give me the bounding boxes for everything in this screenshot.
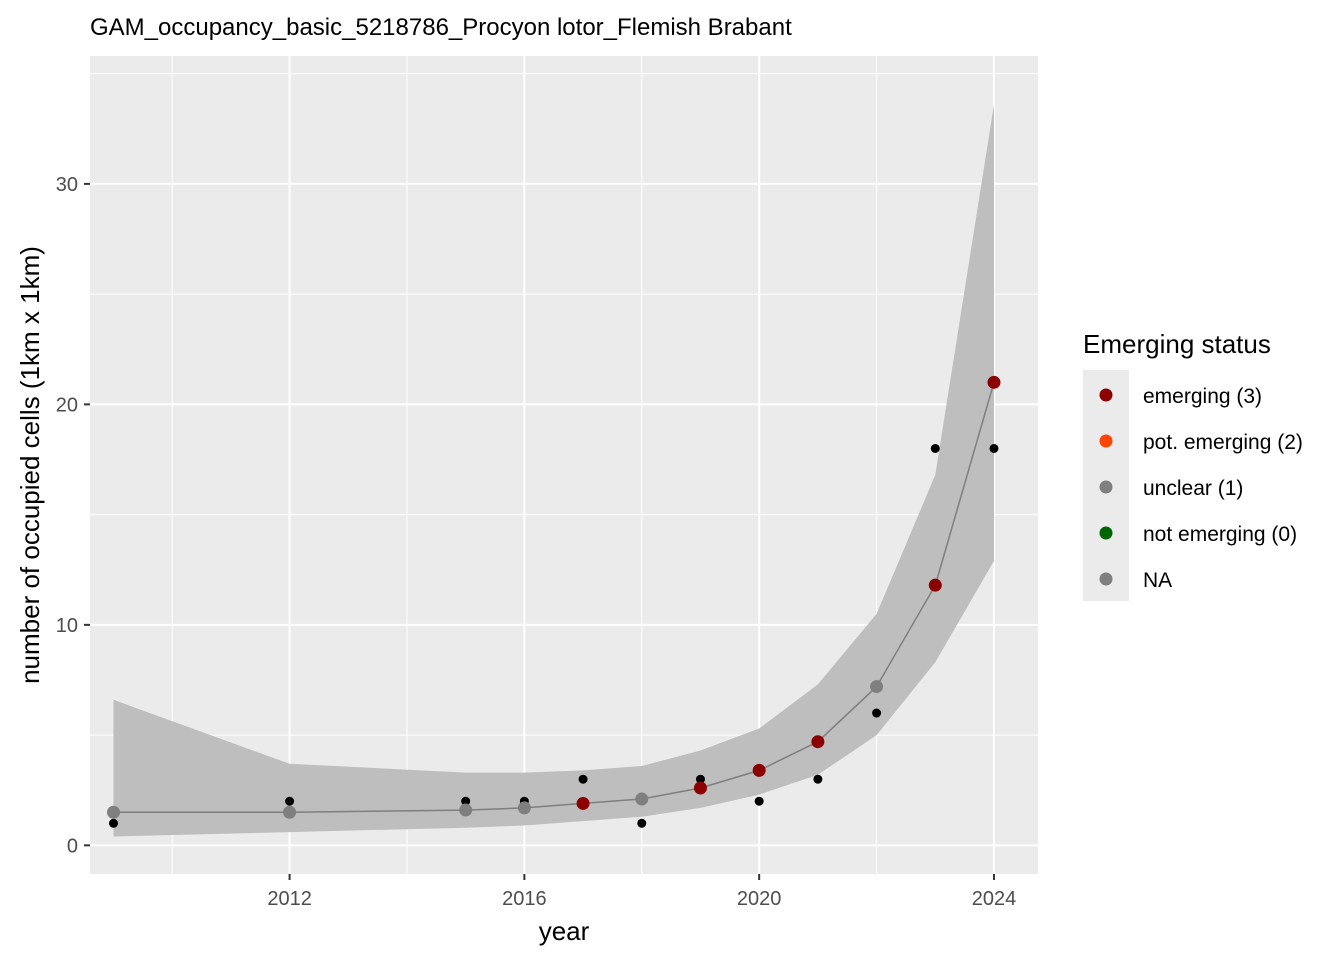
legend-label: emerging (3) [1143,385,1262,408]
legend-key [1099,572,1113,586]
legend-key [1099,388,1113,402]
observed-point [578,774,588,784]
x-tick-label: 2012 [267,888,312,910]
confidence-band [113,104,994,837]
y-axis: 0 10 20 30 [56,174,90,857]
confidence-ribbon [113,104,994,837]
fit-points [106,375,1001,819]
chart-title: GAM_occupancy_basic_5218786_Procyon loto… [90,14,792,41]
fit-point [693,781,707,795]
observed-point [637,818,647,828]
legend: Emerging status emerging (3) pot. emergin… [1083,329,1303,601]
fit-point [987,375,1001,389]
x-tick-label: 2016 [502,888,547,910]
fit-point [459,803,473,817]
fit-line [113,382,995,814]
observed-point [930,443,940,453]
fit-point [106,805,120,819]
legend-label: pot. emerging (2) [1143,431,1303,454]
grid-minor [90,56,1038,874]
observed-point [108,818,118,828]
observed-point [695,774,705,784]
y-tick-label: 20 [56,394,78,416]
observed-points [108,443,999,828]
y-tick-label: 30 [56,174,78,196]
legend-title: Emerging status [1083,329,1271,359]
legend-label: not emerging (0) [1143,523,1297,546]
legend-key [1099,480,1113,494]
observed-point [461,796,471,806]
fit-point [517,801,531,815]
x-axis-label: year [539,916,590,946]
fit-point [283,805,297,819]
observed-point [285,796,295,806]
fit-point [811,735,825,749]
fit-point [928,578,942,592]
fit-point [576,796,590,810]
observed-point [754,796,764,806]
fit-point [752,763,766,777]
x-axis: 2012 2016 2020 2024 [267,874,1016,910]
legend-label: NA [1143,569,1172,592]
y-tick-label: 0 [67,835,78,857]
observed-point [813,774,823,784]
y-tick-label: 10 [56,615,78,637]
fit-line-layer [113,382,995,814]
observed-point [872,708,882,718]
plot-panel [90,56,1038,874]
x-tick-label: 2024 [972,888,1017,910]
legend-label: unclear (1) [1143,477,1243,500]
legend-key [1099,526,1113,540]
observed-point [989,443,999,453]
y-axis-label: number of occupied cells (1km x 1km) [15,246,45,684]
fit-point [635,792,649,806]
legend-key [1099,434,1113,448]
fit-point [870,680,884,694]
x-tick-label: 2020 [737,888,782,910]
